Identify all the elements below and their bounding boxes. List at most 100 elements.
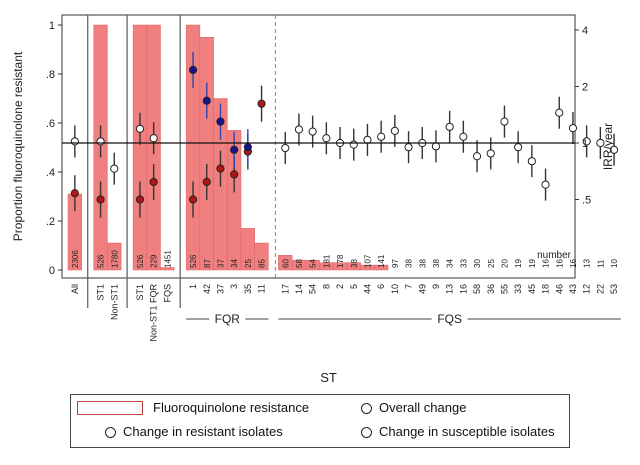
x-tick-label: 9 (431, 284, 441, 289)
x-tick-label: 2 (335, 284, 345, 289)
x-tick-label: 55 (499, 284, 509, 294)
x-tick-label: 17 (280, 284, 290, 294)
n-label: 11 (596, 259, 605, 268)
x-tick-label: 54 (308, 284, 318, 294)
n-label: 1780 (110, 250, 119, 268)
susceptible-point (230, 145, 239, 154)
x-tick-label: 11 (257, 284, 267, 293)
overall-point (390, 126, 399, 136)
n-label: 38 (432, 259, 441, 268)
y-axis-label: Proportion fluoroquinolone resistant (11, 51, 25, 241)
susceptible-point (243, 143, 252, 152)
n-label: 30 (473, 259, 482, 268)
y2-axis-label: IRR/year (601, 123, 615, 170)
count-header: number (537, 250, 572, 261)
x-axis-label: ST (320, 370, 337, 385)
n-label: 25 (244, 259, 253, 268)
y2-tick-label: .5 (582, 195, 591, 207)
legend: Fluoroquinolone resistance Overall chang… (70, 394, 570, 448)
n-label: 38 (405, 259, 414, 268)
x-tick-label: 3 (229, 284, 239, 289)
x-tick-label: 45 (527, 284, 537, 294)
x-tick-label: 22 (595, 284, 605, 294)
group-label-fqr: FQR (215, 312, 241, 326)
resistant-point (216, 164, 225, 173)
x-tick-label: 46 (554, 284, 564, 294)
y-tick-label: .4 (46, 167, 55, 179)
n-label: 526 (189, 254, 198, 268)
overall-point (404, 143, 413, 152)
n-label: 526 (97, 254, 106, 268)
n-label: 526 (136, 254, 145, 268)
x-tick-label: Non-ST1 (109, 284, 119, 320)
overall-point (609, 145, 619, 154)
axes-layer: 0.2.4.6.81 421.5 (46, 15, 621, 320)
n-label: 2306 (71, 250, 80, 268)
overall-point (135, 124, 145, 133)
n-label: 97 (391, 259, 400, 268)
y-tick-label: .8 (46, 69, 55, 81)
resistant-point (70, 189, 79, 198)
x-tick-label: 14 (294, 284, 304, 294)
chart-svg: 2306 526 1780 526 229 1451 526 87 37 34 25 85 60 58 54… (11, 14, 621, 385)
y-tick-label: 1 (49, 20, 55, 32)
overall-point (527, 157, 536, 166)
overall-point (582, 137, 591, 146)
bar (132, 24, 148, 271)
overall-point (596, 138, 605, 148)
legend-swatch-resistance-bar (77, 401, 143, 415)
x-tick-label: 7 (404, 284, 414, 289)
bar (227, 130, 242, 271)
x-tick-label: 18 (541, 284, 551, 294)
x-tick-label: FQS (162, 284, 172, 303)
n-label: 13 (583, 259, 592, 268)
x-tick-label: 10 (390, 284, 400, 294)
n-label: 107 (363, 254, 372, 268)
markers-layer (70, 65, 619, 204)
bar (254, 242, 269, 271)
n-label: 85 (258, 259, 267, 268)
x-tick-label: 42 (202, 284, 212, 294)
overall-point (149, 134, 158, 143)
x-tick-label: 12 (582, 284, 592, 294)
n-label: 37 (216, 259, 225, 268)
n-label: 60 (281, 259, 290, 268)
y-tick-label: 0 (49, 265, 55, 277)
bar (199, 37, 214, 271)
n-label: 16 (569, 259, 578, 268)
overall-point (308, 127, 317, 136)
resistant-point (230, 170, 239, 179)
susceptible-point (188, 65, 198, 75)
legend-resistant-circle-icon (105, 427, 116, 438)
x-tick-label: 6 (376, 284, 386, 289)
overall-point (486, 149, 495, 158)
n-label: 25 (487, 259, 496, 268)
n-label: 181 (322, 254, 331, 268)
x-tick-label: 5 (349, 284, 359, 289)
legend-susceptible-circle-icon (361, 427, 372, 438)
x-tick-label: Non-ST1 FQR (149, 284, 159, 342)
bar (107, 242, 122, 271)
resistant-point (202, 177, 211, 187)
y2-tick-label: 4 (582, 25, 588, 37)
n-label: 87 (203, 259, 212, 268)
resistant-point (96, 195, 105, 204)
n-label: 16 (555, 259, 564, 268)
n-label: 178 (336, 254, 345, 268)
n-label: 229 (150, 254, 159, 268)
x-tick-label: 49 (417, 284, 427, 294)
n-label: 19 (514, 259, 523, 268)
overall-point (110, 164, 119, 173)
overall-point (294, 125, 304, 134)
overall-point (70, 137, 79, 146)
n-label: 38 (418, 259, 427, 268)
overall-point (349, 140, 358, 149)
group-label-fqs: FQS (437, 312, 462, 326)
x-tick-label: 33 (513, 284, 523, 294)
legend-label-overall: Overall change (379, 400, 467, 415)
n-label: 16 (542, 259, 551, 268)
x-tick-label: 1 (188, 284, 198, 289)
overall-point (568, 124, 578, 133)
y-tick-label: .2 (46, 216, 55, 228)
resistant-point (257, 99, 266, 108)
